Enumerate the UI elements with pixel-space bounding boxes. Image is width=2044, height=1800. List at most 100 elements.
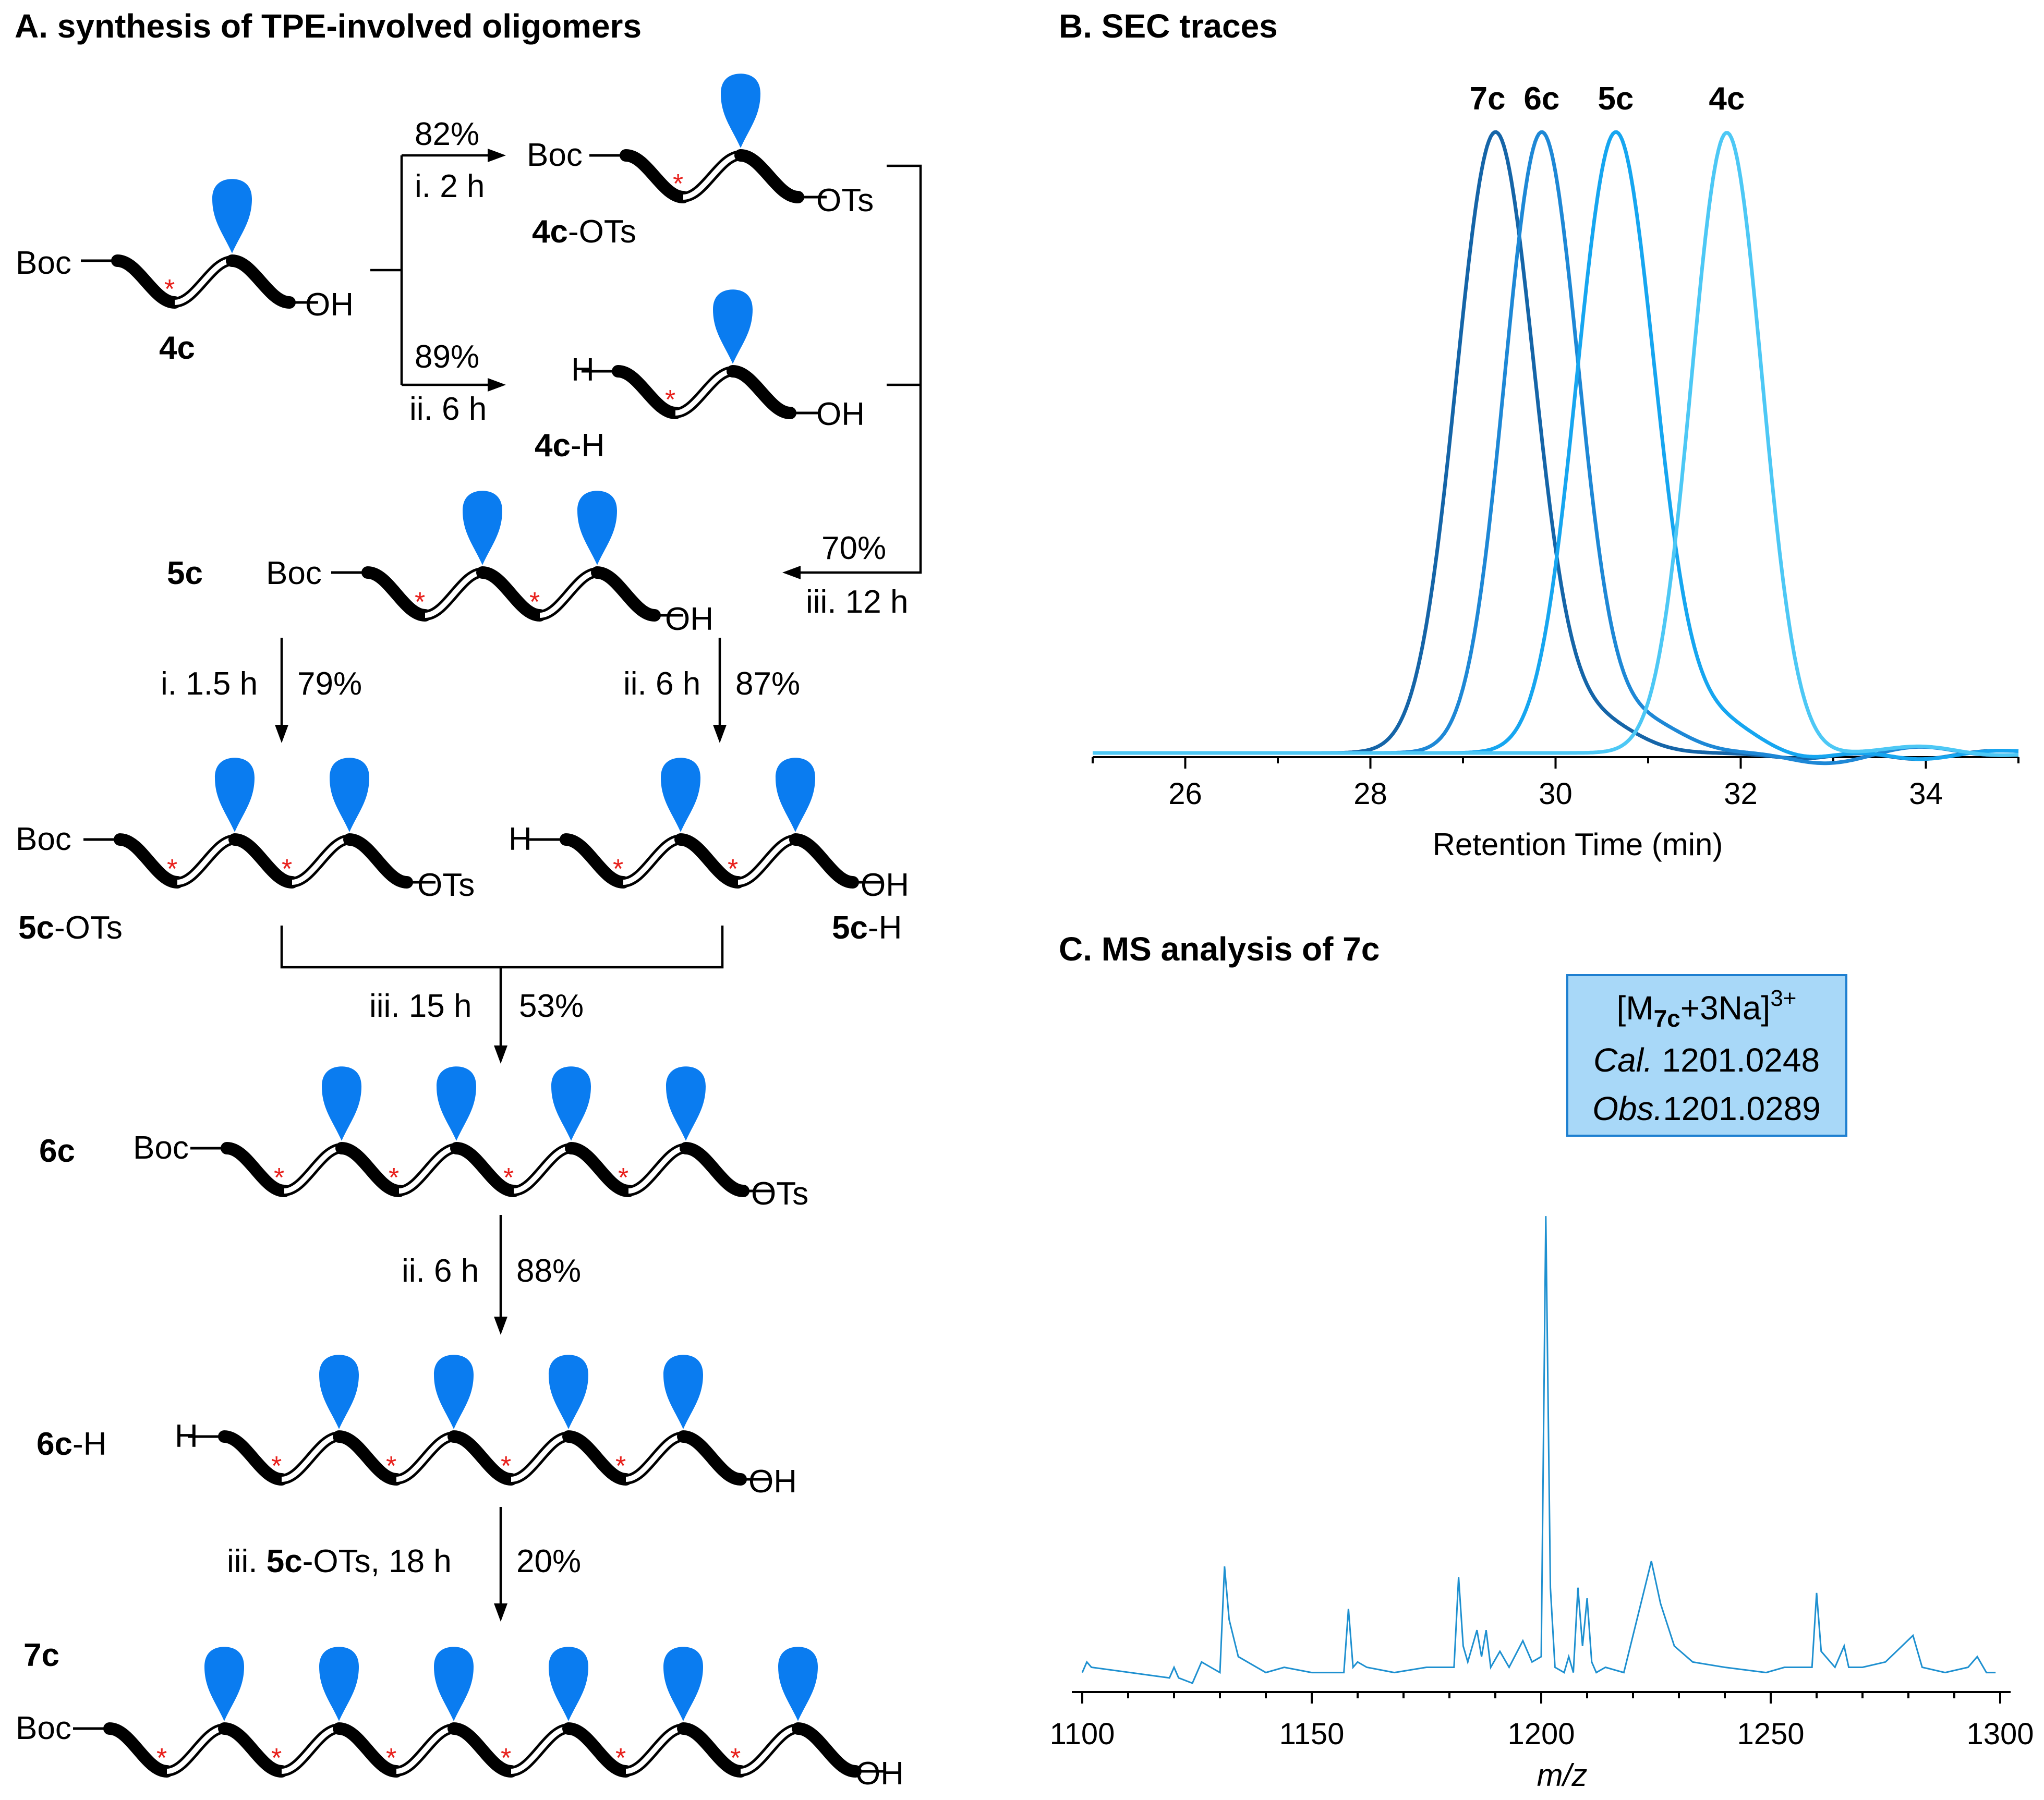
- chain-4c-h-backbone: [727, 365, 796, 419]
- panel-c: C. MS analysis of 7c [M7c+3Na]3+ Cal. 12…: [1050, 930, 2034, 1793]
- ms-spectrum-line: [1081, 1216, 1996, 1684]
- chain-6c-backbone: [565, 1142, 635, 1197]
- sec-axis: [1092, 756, 2019, 769]
- 7c-boc-label: Boc: [16, 1710, 71, 1746]
- chain-5c-h-backbone: [789, 833, 859, 889]
- cond-final-yield: 20%: [516, 1543, 581, 1579]
- 4c-h-h-label: H: [571, 352, 595, 388]
- tpe-unit: [549, 1647, 588, 1721]
- sec-peak-label-4c: 4c: [1709, 81, 1745, 117]
- ms-annotation-bg: [1566, 974, 1847, 1137]
- cond-final-step: iii. 5c-OTs, 18 h: [227, 1543, 452, 1579]
- chain-5c-backbone: [476, 566, 546, 622]
- tpe-unit: [778, 1647, 818, 1721]
- chain-6c-backbone: [335, 1142, 405, 1197]
- chain-7c-linker-inner: [396, 1726, 454, 1774]
- chain-6c-h-backbone: [562, 1430, 632, 1486]
- chain-6c-backbone: [221, 1142, 291, 1197]
- chain-7c-linker-inner: [625, 1726, 684, 1774]
- ms-tick-label: 1100: [1050, 1717, 1115, 1751]
- chain-6c-h-backbone: [333, 1430, 403, 1486]
- arrow-heads: [275, 149, 801, 1622]
- panel-a-title: A. synthesis of TPE-involved oligomers: [15, 7, 642, 45]
- tpe-unit: [713, 289, 753, 364]
- ms-observed: Obs.1201.0289: [1592, 1090, 1821, 1127]
- panel-b: B. SEC traces 26 28 30 32 34 7c 6c 5c 4c Retent…: [1059, 7, 2019, 862]
- chain-5c-backbone: [361, 566, 431, 622]
- ms-tick-label: 1200: [1507, 1717, 1575, 1751]
- chain-6c-h-linker-inner: [281, 1434, 340, 1482]
- chain-6c-linker-inner: [513, 1146, 572, 1194]
- tpe-unit: [330, 758, 369, 832]
- chain-7c-backbone: [562, 1722, 632, 1778]
- sec-series: [1093, 130, 2019, 765]
- chain-7c-linker-inner: [511, 1726, 569, 1774]
- chain-4c-backbone: [226, 254, 296, 309]
- chain-5c-ots-backbone: [343, 833, 413, 889]
- chiral-star: *: [386, 1743, 396, 1773]
- cond-deprot-yield: 88%: [516, 1253, 581, 1289]
- cond-left-yield: 79%: [297, 666, 362, 702]
- chiral-star: *: [529, 587, 540, 617]
- sec-trace-7c: [1093, 130, 2019, 761]
- chiral-star: *: [274, 1163, 284, 1193]
- chain-7c-linker-inner: [166, 1726, 225, 1774]
- chiral-star: *: [271, 1743, 282, 1773]
- reaction-arrows: [280, 154, 922, 1609]
- chain-6c-h-backbone: [218, 1430, 288, 1486]
- chiral-star: *: [613, 854, 623, 884]
- sec-tick-label: 32: [1724, 777, 1758, 811]
- 6c-h-h-label: H: [175, 1418, 198, 1454]
- 6c-ots-label: OTs: [751, 1176, 808, 1212]
- chain-6c-h-linker-inner: [396, 1434, 454, 1482]
- chain-5c-h-backbone: [560, 833, 630, 889]
- chiral-star: *: [665, 385, 675, 415]
- cond-merge-yield: 53%: [519, 988, 584, 1024]
- 4c-h-oh-label: OH: [816, 396, 865, 432]
- 6c-label: 6c: [39, 1133, 75, 1169]
- sec-tick-label: 34: [1909, 777, 1943, 811]
- panel-a: A. synthesis of TPE-involved oligomers *…: [15, 7, 922, 1792]
- chain-6c-h-linker-inner: [625, 1434, 684, 1482]
- ms-series: [1081, 1216, 1996, 1684]
- ms-annotation-box: [M7c+3Na]3+ Cal. 1201.0248 Obs.1201.0289: [1566, 974, 1847, 1137]
- cond-couple-step: iii. 12 h: [806, 584, 908, 620]
- cond-top-step: i. 2 h: [415, 168, 485, 204]
- chiral-star: *: [618, 1163, 628, 1193]
- chain-5c-ots-linker-inner: [292, 837, 350, 885]
- chain-6c-backbone: [680, 1142, 749, 1197]
- chiral-star: *: [164, 274, 175, 305]
- 4c-ots-boc-label: Boc: [527, 137, 583, 173]
- cond-mid-yield: 89%: [415, 339, 479, 375]
- tpe-unit: [663, 1647, 703, 1721]
- 4c-boc-label: Boc: [16, 245, 71, 281]
- 5c-ots-boc-label: Boc: [16, 821, 71, 857]
- tpe-unit: [666, 1066, 706, 1141]
- tpe-unit: [721, 74, 760, 148]
- tpe-unit: [663, 1355, 703, 1429]
- 4c-oh-label: OH: [305, 287, 354, 323]
- chain-7c-linker-inner: [281, 1726, 340, 1774]
- ms-axis: [1072, 1691, 2011, 1704]
- molecule-layer: **** ** * * ** * * ** * * ** * * * * *: [73, 74, 884, 1778]
- chain-6c: * * * *: [190, 1066, 772, 1197]
- chain-5c-linker-inner: [539, 570, 598, 618]
- chain-5c-linker-inner: [425, 570, 483, 618]
- chain-7c-backbone: [447, 1722, 517, 1778]
- chain-6c-backbone: [450, 1142, 520, 1197]
- chain-7c-backbone: [218, 1722, 288, 1778]
- chain-6c-linker-inner: [284, 1146, 342, 1194]
- chain-4c-ots-backbone: [620, 149, 690, 203]
- chain-4c-h-backbone: [612, 365, 682, 419]
- tpe-unit: [434, 1647, 474, 1721]
- 4c-label: 4c: [159, 330, 195, 366]
- chain-4c-ots-backbone: [734, 149, 804, 203]
- chain-6c-h-linker-inner: [511, 1434, 569, 1482]
- sec-tick-labels: 26 28 30 32 34: [1168, 777, 1943, 811]
- chiral-star: *: [156, 1743, 167, 1773]
- chain-4c-ots-linker-inner: [683, 153, 741, 200]
- 5c-ots-ots-label: OTs: [417, 867, 475, 903]
- chain-5c-ots-linker-inner: [177, 837, 235, 885]
- 5c-oh-label: OH: [665, 601, 713, 637]
